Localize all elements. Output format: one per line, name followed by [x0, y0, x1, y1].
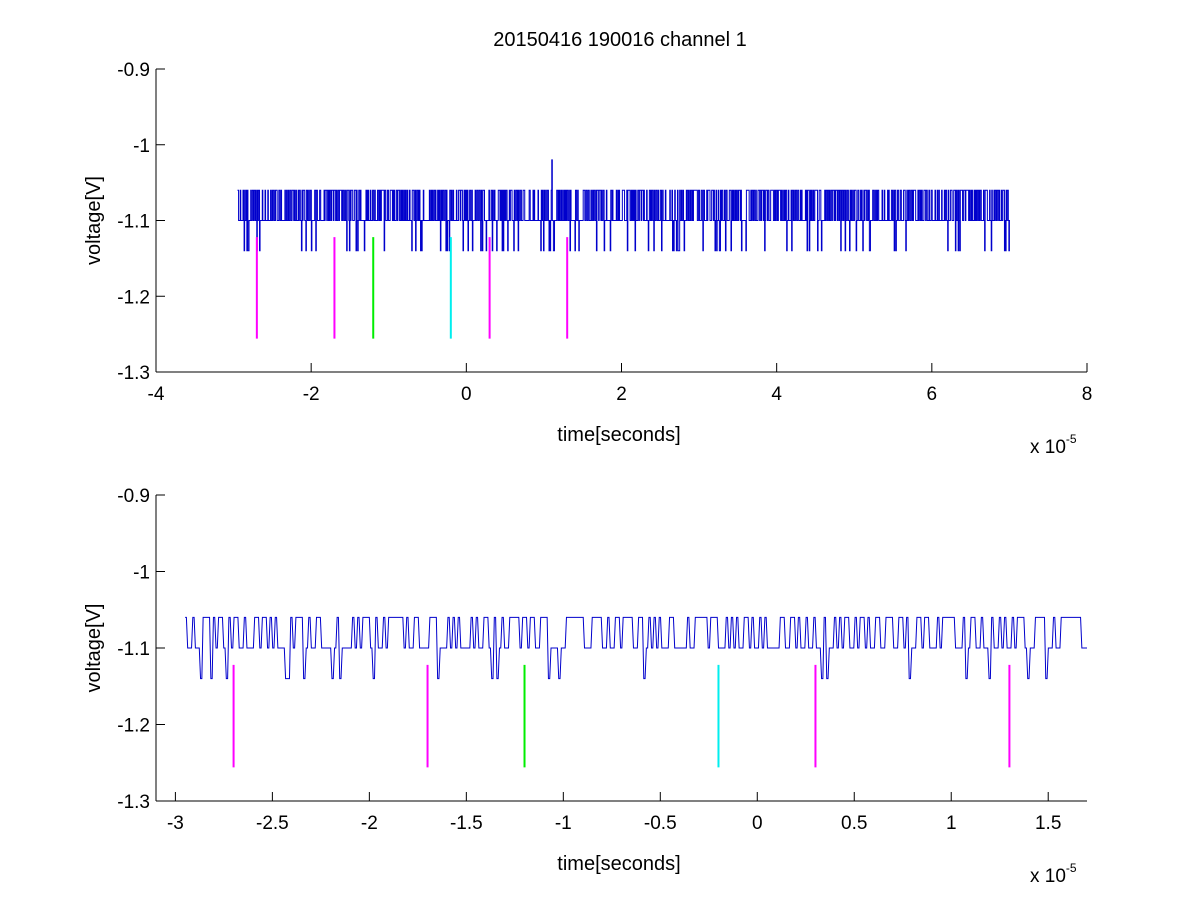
x-tick-label: -1: [555, 813, 572, 834]
top-axes: -4 -2 0 2 4 6 8 -1.3 -1.2 -1.1 -1 -0.9 time[seconds]…: [83, 60, 1092, 458]
y-tick-label: -1.2: [117, 716, 150, 737]
x-tick-label: 0: [461, 384, 472, 405]
x-tick-label: 8: [1082, 384, 1093, 405]
x-axis-label: time[seconds]: [557, 853, 680, 875]
y-axis-label: voltage[V]: [83, 176, 105, 265]
x-axis-label: time[seconds]: [557, 424, 680, 446]
x-tick-label: -3: [167, 813, 184, 834]
x-tick-label: 2: [616, 384, 627, 405]
bottom-axes: -3 -2.5 -2 -1.5 -1 -0.5 0 0.5 1 1.5 -1.3 -1.2 -1.1 -1…: [83, 486, 1087, 887]
y-tick-label: -1.1: [117, 212, 150, 233]
x-tick-label: 1: [946, 813, 957, 834]
y-axis-label: voltage[V]: [83, 604, 105, 693]
y-tick-label: -0.9: [117, 486, 150, 507]
x-tick-label: 0: [752, 813, 763, 834]
signal-series-line: [185, 616, 1087, 680]
x-tick-label: -4: [148, 384, 165, 405]
y-tick-label: -1.3: [117, 363, 150, 384]
y-tick-label: -1: [133, 563, 150, 584]
y-tick-label: -1.3: [117, 792, 150, 813]
y-tick-label: -1: [133, 136, 150, 157]
x-tick-label: -2: [361, 813, 378, 834]
x-exponent-label: x 10-5: [1030, 432, 1077, 458]
y-tick-label: -1.1: [117, 639, 150, 660]
x-tick-label: -0.5: [644, 813, 677, 834]
x-exponent-label: x 10-5: [1030, 861, 1077, 887]
x-tick-label: -2.5: [256, 813, 289, 834]
y-tick-label: -0.9: [117, 60, 150, 81]
x-tick-label: 0.5: [841, 813, 867, 834]
x-tick-label: -2: [303, 384, 320, 405]
x-tick-label: 6: [927, 384, 938, 405]
x-tick-label: 1.5: [1035, 813, 1061, 834]
x-tick-label: 4: [771, 384, 782, 405]
signal-series-line: [237, 159, 1010, 252]
chart-title: 20150416 190016 channel 1: [493, 29, 747, 51]
x-tick-label: -1.5: [450, 813, 483, 834]
y-tick-label: -1.2: [117, 287, 150, 308]
